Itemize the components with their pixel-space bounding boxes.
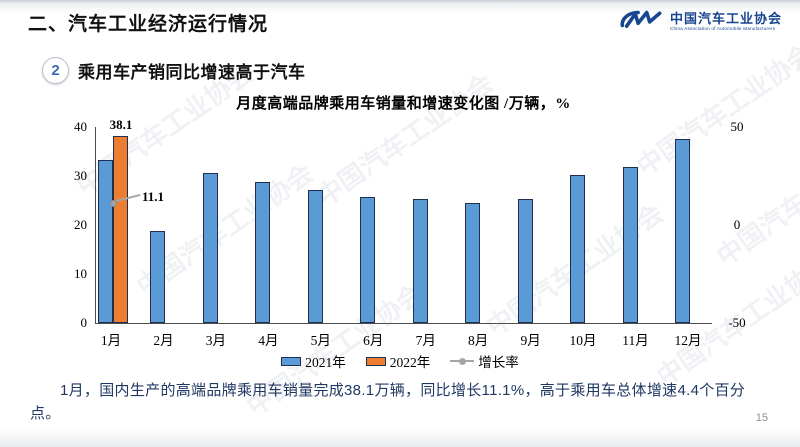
y2-axis-tick-label: -50	[728, 315, 746, 330]
x-axis-category-label: 7月	[415, 333, 436, 348]
y2-axis-tick-label: 0	[733, 217, 741, 232]
legend-swatch-icon	[281, 356, 302, 366]
logo-name-cn: 中国汽车工业协会	[669, 10, 782, 26]
x-axis-category-label: 5月	[310, 333, 331, 348]
bar-2021	[150, 230, 166, 323]
legend-label: 2021年	[305, 355, 346, 370]
legend-label: 2022年	[389, 355, 431, 370]
bar-2021	[622, 166, 638, 323]
legend-item: 2021年	[281, 351, 346, 371]
bar-value-label: 38.1	[109, 117, 133, 133]
page-title: 二、汽车工业经济运行情况	[28, 14, 269, 35]
y-axis-tick-label: 30	[74, 168, 87, 183]
x-axis-category-label: 12月	[674, 333, 702, 348]
bar-2021	[674, 138, 690, 323]
section-number-badge: 2	[42, 57, 69, 84]
bar-2022	[113, 136, 128, 323]
y-axis-tick-label: 0	[80, 315, 88, 330]
summary-text: 1月，国内生产的高端品牌乘用车销量完成38.1万辆，同比增长11.1%，高于乘用…	[30, 382, 746, 423]
bar-2021	[255, 181, 271, 323]
bar-2021	[360, 196, 376, 323]
x-axis-category-label: 1月	[100, 333, 122, 348]
x-axis-category-label: 4月	[258, 333, 279, 348]
bar-2021	[412, 198, 428, 323]
org-logo: 中国汽车工业协会 China Association of Automobile…	[618, 7, 782, 36]
section-title: 乘用车产销同比增速高于汽车	[78, 63, 306, 82]
y-axis-tick-label: 40	[74, 119, 87, 134]
growth-value-label: 11.1	[142, 189, 165, 205]
bar-2021	[202, 173, 218, 323]
legend-item: 增长率	[450, 351, 519, 371]
x-axis-category-label: 6月	[363, 333, 384, 348]
legend-label: 增长率	[478, 355, 519, 370]
y-axis-line	[95, 127, 96, 323]
bar-2021	[465, 202, 481, 323]
x-axis-category-label: 9月	[520, 333, 541, 348]
logo-name-en: China Association of Automobile Manufact…	[669, 25, 776, 31]
y-axis-tick-label: 20	[74, 217, 87, 232]
legend-item: 2022年	[365, 351, 431, 371]
x-axis-category-label: 2月	[153, 333, 174, 348]
legend-line-marker-icon	[450, 357, 475, 365]
chart-legend: 2021年 2022年 增长率	[0, 351, 800, 371]
y-axis-tick-label: 10	[74, 266, 87, 281]
x-axis-category-label: 11月	[622, 333, 649, 348]
growth-rate-marker	[109, 199, 117, 207]
cm-logo-icon	[618, 7, 664, 36]
page-number: 15	[755, 412, 768, 424]
bar-2021	[517, 199, 533, 323]
legend-swatch-icon	[365, 356, 386, 366]
bar-2021	[570, 174, 586, 323]
bar-2021	[307, 190, 323, 323]
x-axis-category-label: 8月	[468, 333, 489, 348]
chart-title: 月度高端品牌乘用车销量和增速变化图 /万辆，%	[236, 96, 571, 112]
x-axis-category-label: 3月	[205, 333, 227, 348]
y2-axis-tick-label: 50	[730, 119, 744, 134]
x-axis-line	[95, 323, 712, 324]
bar-2021	[98, 159, 113, 323]
x-axis-category-label: 10月	[569, 333, 597, 348]
